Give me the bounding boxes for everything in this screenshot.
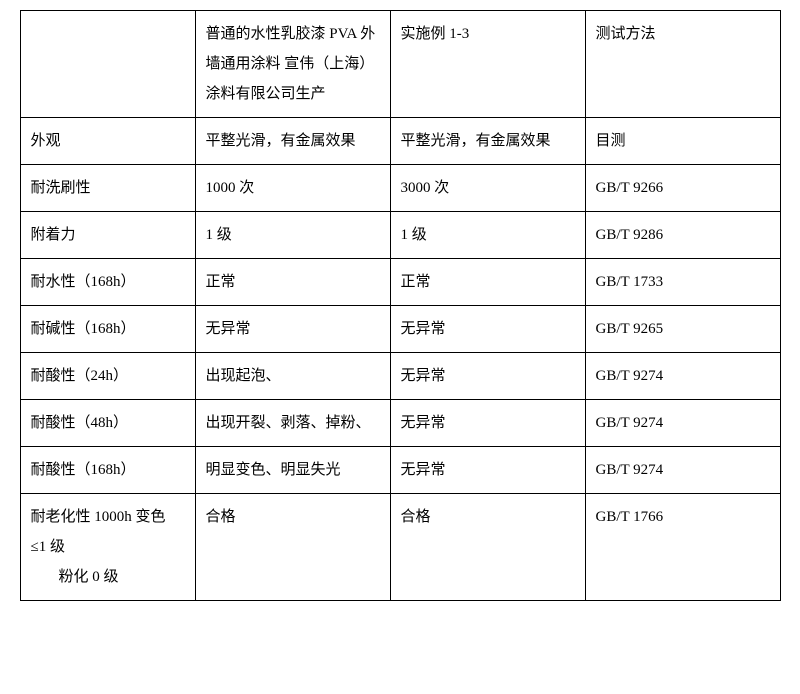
cell-line: 粉化 0 级 (31, 562, 185, 592)
header-cell-product-b: 实施例 1-3 (390, 11, 585, 118)
cell-property: 附着力 (20, 212, 195, 259)
cell-method: GB/T 1766 (585, 494, 780, 601)
table-header-row: 普通的水性乳胶漆 PVA 外墙通用涂料 宣伟（上海）涂料有限公司生产 实施例 1… (20, 11, 780, 118)
cell-property: 耐酸性（48h） (20, 400, 195, 447)
cell-value-a: 1 级 (195, 212, 390, 259)
table-row: 耐酸性（48h） 出现开裂、剥落、掉粉、 无异常 GB/T 9274 (20, 400, 780, 447)
cell-property: 耐洗刷性 (20, 165, 195, 212)
cell-property: 耐水性（168h） (20, 259, 195, 306)
cell-method: GB/T 9274 (585, 447, 780, 494)
table-row: 附着力 1 级 1 级 GB/T 9286 (20, 212, 780, 259)
table-row: 耐洗刷性 1000 次 3000 次 GB/T 9266 (20, 165, 780, 212)
cell-method: 目测 (585, 118, 780, 165)
cell-method: GB/T 9274 (585, 353, 780, 400)
cell-value-a: 无异常 (195, 306, 390, 353)
table-row: 外观 平整光滑，有金属效果 平整光滑，有金属效果 目测 (20, 118, 780, 165)
cell-value-a: 1000 次 (195, 165, 390, 212)
cell-property-multiline: 耐老化性 1000h 变色 ≤1 级 粉化 0 级 (20, 494, 195, 601)
cell-value-b: 无异常 (390, 400, 585, 447)
cell-property: 耐酸性（24h） (20, 353, 195, 400)
header-cell-test-method: 测试方法 (585, 11, 780, 118)
cell-property: 耐碱性（168h） (20, 306, 195, 353)
cell-value-b: 正常 (390, 259, 585, 306)
cell-value-a: 平整光滑，有金属效果 (195, 118, 390, 165)
table-row: 耐酸性（168h） 明显变色、明显失光 无异常 GB/T 9274 (20, 447, 780, 494)
table-row: 耐碱性（168h） 无异常 无异常 GB/T 9265 (20, 306, 780, 353)
cell-value-b: 无异常 (390, 353, 585, 400)
cell-value-a: 出现开裂、剥落、掉粉、 (195, 400, 390, 447)
cell-property: 外观 (20, 118, 195, 165)
cell-value-b: 3000 次 (390, 165, 585, 212)
cell-value-a: 合格 (195, 494, 390, 601)
cell-value-b: 平整光滑，有金属效果 (390, 118, 585, 165)
cell-value-b: 无异常 (390, 306, 585, 353)
cell-value-a: 出现起泡、 (195, 353, 390, 400)
cell-method: GB/T 9266 (585, 165, 780, 212)
cell-line: ≤1 级 (31, 532, 185, 562)
cell-method: GB/T 1733 (585, 259, 780, 306)
cell-value-a: 明显变色、明显失光 (195, 447, 390, 494)
header-cell-property (20, 11, 195, 118)
table-row: 耐水性（168h） 正常 正常 GB/T 1733 (20, 259, 780, 306)
comparison-table: 普通的水性乳胶漆 PVA 外墙通用涂料 宣伟（上海）涂料有限公司生产 实施例 1… (20, 10, 781, 601)
cell-method: GB/T 9286 (585, 212, 780, 259)
table-row: 耐酸性（24h） 出现起泡、 无异常 GB/T 9274 (20, 353, 780, 400)
cell-value-b: 无异常 (390, 447, 585, 494)
cell-line: 耐老化性 1000h 变色 (31, 502, 185, 532)
cell-value-b: 1 级 (390, 212, 585, 259)
cell-property: 耐酸性（168h） (20, 447, 195, 494)
cell-value-a: 正常 (195, 259, 390, 306)
cell-method: GB/T 9274 (585, 400, 780, 447)
cell-method: GB/T 9265 (585, 306, 780, 353)
cell-value-b: 合格 (390, 494, 585, 601)
header-cell-product-a: 普通的水性乳胶漆 PVA 外墙通用涂料 宣伟（上海）涂料有限公司生产 (195, 11, 390, 118)
table-row: 耐老化性 1000h 变色 ≤1 级 粉化 0 级 合格 合格 GB/T 176… (20, 494, 780, 601)
